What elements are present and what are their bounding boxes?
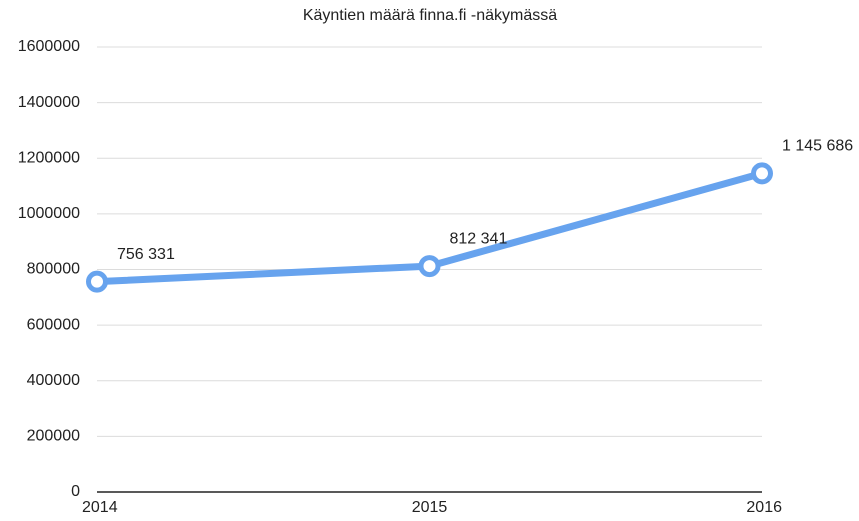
data-label: 812 341 [450, 230, 508, 247]
x-tick-label: 2016 [746, 499, 782, 516]
point-marker [418, 255, 441, 278]
y-tick-label: 200000 [27, 428, 80, 445]
x-tick-label: 2014 [82, 499, 118, 516]
y-tick-label: 800000 [27, 261, 80, 278]
x-tick-label: 2015 [412, 499, 448, 516]
y-tick-label: 400000 [27, 372, 80, 389]
y-tick-label: 1600000 [18, 38, 80, 55]
chart-title: Käyntien määrä finna.fi -näkymässä [303, 7, 557, 24]
data-label: 756 331 [117, 246, 175, 263]
y-tick-label: 0 [71, 483, 80, 500]
y-tick-label: 1200000 [18, 149, 80, 166]
point-marker [751, 162, 773, 185]
point-marker [86, 270, 108, 293]
y-tick-label: 1000000 [18, 205, 80, 222]
y-tick-label: 600000 [27, 316, 80, 333]
data-label: 1 145 686 [782, 138, 853, 155]
y-tick-label: 1400000 [18, 94, 80, 111]
